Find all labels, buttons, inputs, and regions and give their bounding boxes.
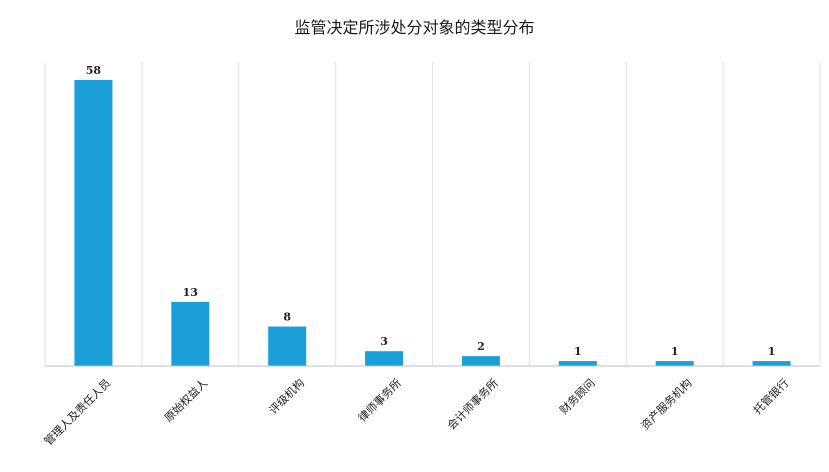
- chart-title: 监管决定所涉处分对象的类型分布: [294, 18, 535, 37]
- data-label-2: 13: [183, 286, 198, 299]
- bars: [74, 80, 791, 366]
- data-label-7: 1: [671, 345, 679, 358]
- bar-6: [558, 361, 597, 366]
- x-tick-labels: 管理人及责任人员 原始权益人 评级机构 律师事务所 会计师事务所 财务顾问 资产服务机构 托管…: [41, 376, 791, 448]
- data-label-6: 1: [574, 345, 582, 358]
- x-tick-label-2: 原始权益人: [161, 376, 210, 425]
- x-tick-label-6: 财务顾问: [557, 376, 598, 417]
- bar-8: [752, 361, 791, 366]
- data-label-3: 8: [283, 311, 291, 324]
- bar-2: [171, 301, 210, 366]
- data-label-1: 58: [86, 64, 102, 77]
- bar-4: [365, 351, 404, 366]
- x-tick-label-8: 托管银行: [750, 376, 791, 417]
- bar-1: [74, 80, 113, 366]
- x-tick-label-3: 评级机构: [266, 376, 307, 417]
- x-tick-label-5: 会计师事务所: [445, 377, 501, 433]
- bar-3: [268, 326, 307, 366]
- x-tick-label-7: 资产服务机构: [638, 376, 695, 433]
- bar-7: [655, 361, 694, 366]
- data-label-5: 2: [477, 340, 485, 353]
- x-tick-label-4: 律师事务所: [356, 377, 404, 425]
- gridlines: [44, 62, 821, 366]
- data-label-8: 1: [768, 345, 776, 358]
- data-label-4: 3: [380, 335, 388, 348]
- data-labels: 58 13 8 3 2 1 1 1: [86, 64, 776, 358]
- x-tick-label-1: 管理人及责任人员: [41, 376, 113, 448]
- bar-5: [461, 356, 500, 366]
